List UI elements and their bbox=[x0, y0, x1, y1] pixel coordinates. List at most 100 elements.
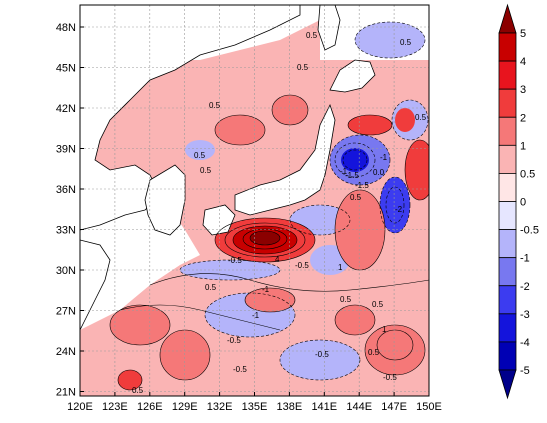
contour-line bbox=[117, 369, 143, 391]
contour-label: 0.0 bbox=[373, 168, 385, 177]
colorbar: 5 4 3 2 1 0.5 0 -0.5 -1 -2 -3 -4 -5 bbox=[498, 3, 539, 400]
contour-label: 1 bbox=[382, 325, 387, 334]
contour-line bbox=[334, 142, 376, 178]
contour-line bbox=[364, 324, 426, 376]
colorbar-cell bbox=[498, 257, 517, 287]
land-hokkaido bbox=[329, 59, 376, 93]
anomaly-pos-10 bbox=[110, 305, 170, 345]
contour-line bbox=[342, 149, 368, 171]
contour-line bbox=[334, 304, 376, 336]
longitude-axis: 120E 123E 126E 129E 132E 135E 138E 141E 144E 147E… bbox=[67, 392, 442, 413]
colorbar-cell bbox=[498, 88, 517, 118]
contour-line bbox=[376, 329, 414, 361]
colorbar-level-label: -4 bbox=[520, 337, 530, 349]
contour-label: 0.5 bbox=[209, 101, 221, 110]
anomaly-pos-7 bbox=[405, 140, 429, 200]
lat-tick-label: 39N bbox=[56, 144, 76, 156]
land-korea bbox=[144, 164, 186, 236]
lon-tick-label: 138E bbox=[277, 401, 303, 413]
lat-tick-label: 48N bbox=[56, 22, 76, 34]
lat-tick-label: 27N bbox=[56, 306, 76, 318]
contour-label: 0.5 bbox=[297, 63, 309, 72]
colorbar-level-label: 3 bbox=[520, 84, 526, 96]
contour-lines bbox=[109, 21, 429, 391]
contour-line bbox=[289, 204, 351, 236]
contour-label: -0.5 bbox=[228, 256, 242, 265]
contour-label: 0.5 bbox=[400, 38, 412, 47]
contour-label: 0.5 bbox=[340, 295, 352, 304]
anomaly-pos-3 bbox=[250, 231, 280, 245]
colorbar-labels: 5 4 3 2 1 0.5 0 -0.5 -1 -2 -3 -4 -5 bbox=[520, 28, 539, 377]
contour-label: -0.5 bbox=[227, 336, 241, 345]
lon-tick-label: 132E bbox=[207, 401, 233, 413]
map-grid bbox=[80, 5, 429, 396]
anomaly-pos-16 bbox=[230, 60, 290, 90]
colorbar-level-label: 2 bbox=[520, 112, 526, 124]
contour-label: -1 bbox=[262, 285, 270, 294]
colorbar-cells bbox=[498, 3, 517, 400]
contour-line bbox=[279, 339, 361, 381]
colorbar-cell bbox=[498, 229, 517, 259]
colorbar-cell bbox=[498, 173, 517, 202]
anomaly-neg-7 bbox=[280, 340, 360, 380]
contour-line bbox=[379, 176, 411, 234]
contour-label: -0.5 bbox=[233, 365, 247, 374]
colorbar-level-label: -2 bbox=[520, 281, 530, 293]
contour-label: -1 bbox=[380, 153, 388, 162]
land-china-coast bbox=[80, 239, 111, 331]
anomaly-neg-11 bbox=[185, 140, 215, 160]
lat-tick-label: 30N bbox=[56, 265, 76, 277]
contour-label: -1.5 bbox=[345, 171, 359, 180]
contour-line bbox=[354, 21, 426, 59]
contour-line bbox=[249, 230, 281, 246]
colorbar-cell bbox=[498, 341, 517, 371]
lon-tick-label: 147E bbox=[381, 401, 407, 413]
lon-tick-label: 144E bbox=[346, 401, 372, 413]
lon-tick-label: 120E bbox=[67, 401, 93, 413]
contour-line bbox=[244, 287, 296, 313]
contour-label: 0.5 bbox=[194, 151, 206, 160]
contour-line bbox=[214, 217, 316, 263]
lat-tick-label: 45N bbox=[56, 63, 76, 75]
contour-line bbox=[232, 225, 298, 255]
colorbar-level-label: 5 bbox=[520, 28, 526, 40]
contour-label: 0.5 bbox=[368, 348, 380, 357]
colorbar-level-label: -5 bbox=[520, 365, 530, 377]
anomaly-pos-15 bbox=[272, 95, 308, 125]
contour-line bbox=[119, 304, 281, 331]
anomaly-pos-12 bbox=[118, 370, 142, 390]
lon-tick-label: 141E bbox=[311, 401, 337, 413]
colorbar-level-label: 4 bbox=[520, 56, 526, 68]
contour-label: 0.5 bbox=[372, 300, 384, 309]
contour-label: -0.5 bbox=[315, 350, 329, 359]
anomaly-pos-5 bbox=[395, 108, 415, 132]
contour-label: 0.5 bbox=[205, 283, 217, 292]
contour-label: 0.5 bbox=[350, 193, 362, 202]
land-japan-kyushu bbox=[202, 204, 236, 236]
land-asia-mainland bbox=[80, 5, 301, 231]
anomaly-neg-3 bbox=[380, 177, 410, 233]
contour-line bbox=[149, 273, 429, 292]
colorbar-cell bbox=[498, 32, 517, 62]
colorbar-level-label: 1 bbox=[520, 140, 526, 152]
contour-label: 0.5 bbox=[132, 386, 144, 395]
contour-label: 0.5 bbox=[200, 166, 212, 175]
contour-line bbox=[385, 186, 405, 224]
lat-tick-label: 42N bbox=[56, 103, 76, 115]
contour-line bbox=[214, 114, 266, 146]
colorbar-level-label: 0.5 bbox=[520, 168, 535, 180]
colorbar-cell bbox=[498, 144, 517, 174]
contour-label: 1 bbox=[338, 263, 343, 272]
contour-line bbox=[329, 134, 391, 186]
colorbar-cell bbox=[498, 313, 517, 343]
lon-tick-label: 126E bbox=[137, 401, 163, 413]
contour-line bbox=[271, 94, 309, 126]
anomaly-pos-8 bbox=[365, 325, 425, 375]
lat-tick-label: 36N bbox=[56, 184, 76, 196]
colorbar-bottom-triangle bbox=[498, 369, 517, 400]
colorbar-cell bbox=[498, 60, 517, 90]
latitude-axis: 48N 45N 42N 39N 36N 33N 30N 27N 24N 21N bbox=[56, 22, 84, 399]
contour-label-group: 0.5 0.5 0.5 0.5 -0.5 -0.5 -1 -1 0.5 4 -1… bbox=[132, 31, 427, 395]
lon-tick-label: 150E bbox=[416, 401, 442, 413]
